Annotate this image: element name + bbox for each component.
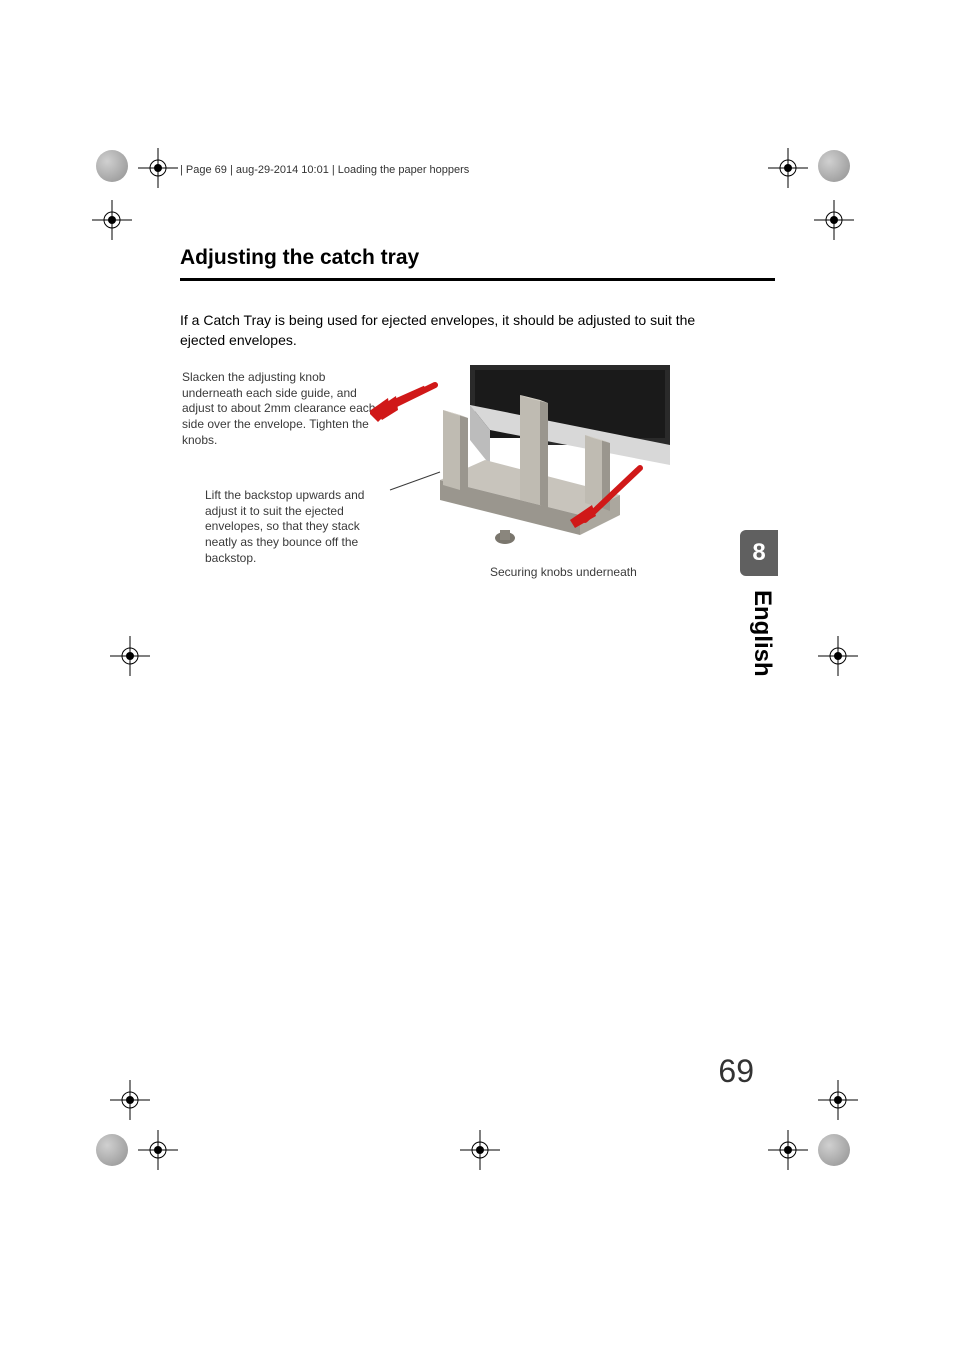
print-mark-icon (110, 1080, 150, 1120)
print-mark-icon (138, 1130, 178, 1170)
section-title: Adjusting the catch tray (180, 246, 775, 281)
instruction-step-1: Slacken the adjusting knob underneath ea… (182, 370, 377, 448)
language-label: English (748, 590, 776, 677)
figure-caption: Securing knobs underneath (490, 565, 637, 579)
print-mark-icon (818, 1080, 858, 1120)
print-mark-icon (96, 150, 128, 182)
print-mark-icon (110, 636, 150, 676)
print-mark-icon (814, 200, 854, 240)
print-mark-icon (818, 1134, 850, 1166)
print-mark-icon (768, 148, 808, 188)
page-header: | Page 69 | aug-29-2014 10:01 | Loading … (180, 140, 775, 246)
chapter-tab: 8 (740, 530, 778, 576)
print-mark-icon (138, 148, 178, 188)
print-mark-icon (818, 150, 850, 182)
print-mark-icon (460, 1130, 500, 1170)
print-mark-icon (96, 1134, 128, 1166)
page-number: 69 (718, 1053, 754, 1090)
catch-tray-diagram (370, 360, 680, 570)
intro-paragraph: If a Catch Tray is being used for ejecte… (180, 311, 700, 350)
instruction-step-2: Lift the backstop upwards and adjust it … (205, 488, 385, 566)
print-mark-icon (92, 200, 132, 240)
print-mark-icon (768, 1130, 808, 1170)
print-mark-icon (818, 636, 858, 676)
figure-area: Slacken the adjusting knob underneath ea… (180, 370, 700, 590)
